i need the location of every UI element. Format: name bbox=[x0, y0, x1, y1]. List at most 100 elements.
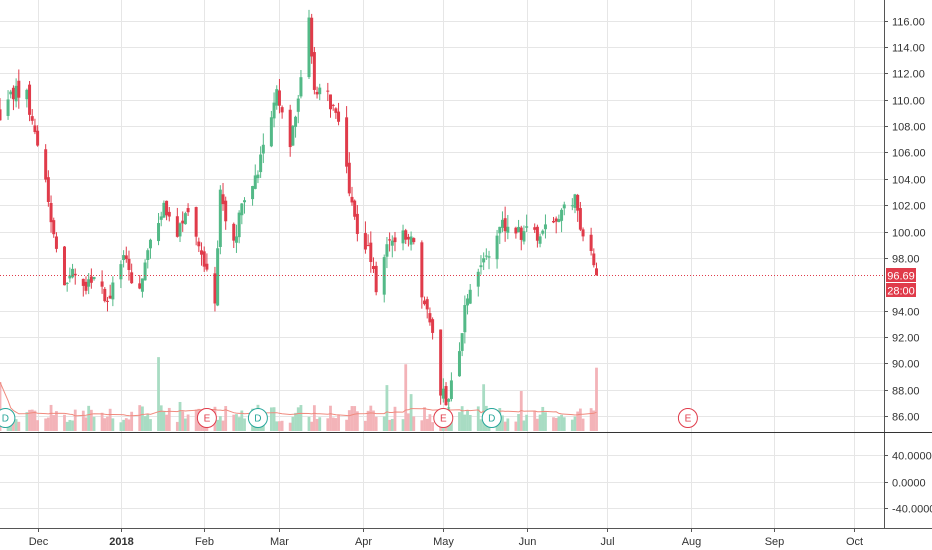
candle[interactable] bbox=[355, 205, 359, 242]
candle[interactable] bbox=[439, 329, 443, 405]
candle[interactable] bbox=[232, 222, 236, 249]
candle[interactable] bbox=[337, 102, 341, 126]
candle[interactable] bbox=[62, 246, 66, 286]
candle[interactable] bbox=[296, 94, 300, 124]
candle[interactable] bbox=[484, 248, 488, 260]
candle[interactable] bbox=[259, 146, 263, 178]
candle[interactable] bbox=[175, 207, 179, 238]
candle[interactable] bbox=[194, 206, 198, 246]
candle[interactable] bbox=[205, 253, 209, 272]
candle[interactable] bbox=[369, 231, 373, 273]
candle[interactable] bbox=[240, 203, 244, 225]
candle[interactable] bbox=[14, 78, 18, 108]
candle[interactable] bbox=[9, 89, 13, 99]
candle[interactable] bbox=[460, 333, 464, 357]
candle[interactable] bbox=[353, 199, 357, 220]
candle[interactable] bbox=[243, 197, 247, 214]
candle[interactable] bbox=[589, 227, 593, 256]
candle[interactable] bbox=[420, 240, 424, 309]
candle[interactable] bbox=[89, 268, 93, 289]
candle[interactable] bbox=[310, 13, 314, 64]
candle[interactable] bbox=[390, 235, 394, 258]
candle[interactable] bbox=[127, 250, 131, 281]
candle[interactable] bbox=[28, 81, 32, 122]
candle[interactable] bbox=[363, 221, 367, 254]
candle[interactable] bbox=[495, 229, 499, 269]
candle[interactable] bbox=[111, 276, 115, 307]
candle[interactable] bbox=[81, 278, 85, 297]
candle[interactable] bbox=[200, 242, 204, 266]
earnings-marker[interactable]: E bbox=[433, 408, 454, 428]
candle[interactable] bbox=[331, 103, 335, 111]
candle[interactable] bbox=[148, 238, 152, 259]
candle[interactable] bbox=[68, 267, 72, 283]
candle[interactable] bbox=[498, 226, 502, 245]
candle[interactable] bbox=[277, 78, 281, 114]
candle[interactable] bbox=[6, 90, 10, 120]
candle[interactable] bbox=[468, 284, 472, 305]
candle[interactable] bbox=[103, 287, 107, 303]
candle[interactable] bbox=[54, 232, 58, 253]
candle[interactable] bbox=[592, 248, 596, 268]
candle[interactable] bbox=[487, 250, 491, 270]
candle[interactable] bbox=[388, 232, 392, 252]
candle[interactable] bbox=[202, 246, 206, 272]
candle[interactable] bbox=[463, 295, 467, 344]
candle[interactable] bbox=[393, 231, 397, 252]
candle[interactable] bbox=[71, 263, 75, 279]
candle[interactable] bbox=[347, 152, 351, 197]
candle[interactable] bbox=[517, 219, 521, 233]
candle[interactable] bbox=[374, 261, 378, 296]
candle[interactable] bbox=[108, 284, 112, 299]
candle[interactable] bbox=[345, 106, 349, 174]
candle[interactable] bbox=[256, 170, 260, 184]
earnings-marker[interactable]: E bbox=[677, 408, 698, 428]
candle[interactable] bbox=[401, 224, 405, 251]
candle[interactable] bbox=[261, 133, 265, 164]
candle[interactable] bbox=[315, 86, 319, 99]
candle[interactable] bbox=[143, 259, 147, 281]
candlestick-layer[interactable] bbox=[0, 9, 884, 412]
candle[interactable] bbox=[275, 85, 279, 110]
candle[interactable] bbox=[466, 294, 470, 315]
candle[interactable] bbox=[33, 118, 37, 135]
candle[interactable] bbox=[92, 276, 96, 281]
candle[interactable] bbox=[251, 185, 255, 206]
candle[interactable] bbox=[17, 69, 21, 109]
candle[interactable] bbox=[431, 317, 435, 340]
candle[interactable] bbox=[272, 92, 276, 128]
candle[interactable] bbox=[11, 85, 15, 111]
candle[interactable] bbox=[224, 196, 228, 230]
candle[interactable] bbox=[503, 206, 507, 242]
candle[interactable] bbox=[234, 224, 238, 253]
candle[interactable] bbox=[221, 182, 225, 211]
candle[interactable] bbox=[519, 225, 523, 251]
candle[interactable] bbox=[159, 211, 163, 227]
candle[interactable] bbox=[406, 233, 410, 247]
candle[interactable] bbox=[269, 110, 273, 148]
candle[interactable] bbox=[253, 164, 257, 190]
candle[interactable] bbox=[312, 46, 316, 95]
candle[interactable] bbox=[476, 268, 480, 297]
candle[interactable] bbox=[514, 226, 518, 239]
candle[interactable] bbox=[350, 186, 354, 206]
candle[interactable] bbox=[560, 208, 564, 233]
candle[interactable] bbox=[25, 88, 29, 108]
candle[interactable] bbox=[183, 211, 187, 225]
candle[interactable] bbox=[425, 296, 429, 319]
candle[interactable] bbox=[334, 107, 338, 119]
candle[interactable] bbox=[294, 115, 298, 138]
candle[interactable] bbox=[105, 296, 109, 312]
candle[interactable] bbox=[479, 255, 483, 275]
candle[interactable] bbox=[186, 203, 190, 216]
candle[interactable] bbox=[371, 257, 375, 274]
candle[interactable] bbox=[328, 94, 332, 118]
dividend-marker[interactable]: D bbox=[247, 408, 268, 428]
candle[interactable] bbox=[570, 198, 574, 211]
candle[interactable] bbox=[581, 227, 585, 242]
candle[interactable] bbox=[444, 382, 448, 406]
candle[interactable] bbox=[44, 144, 48, 183]
candle[interactable] bbox=[52, 217, 56, 238]
candle[interactable] bbox=[307, 9, 311, 80]
